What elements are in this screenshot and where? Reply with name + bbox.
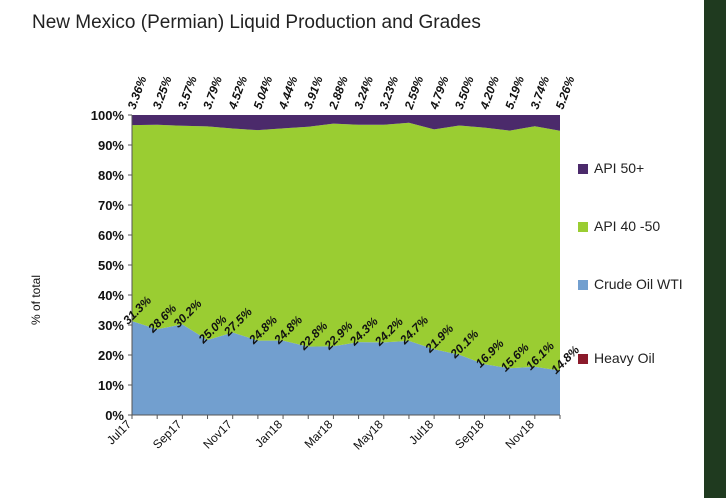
y-tick-label: 100% — [91, 108, 125, 123]
data-label-api50: 2.88% — [326, 74, 351, 112]
data-label-api50: 3.91% — [301, 74, 326, 111]
data-label-api50: 3.50% — [452, 74, 477, 111]
legend-swatch-crude-wti — [578, 280, 588, 290]
y-tick-label: 80% — [98, 168, 124, 183]
legend-item-api40-50: API 40 -50 — [578, 218, 689, 235]
data-label-api50: 3.23% — [376, 74, 401, 111]
legend-label-heavy-oil: Heavy Oil — [594, 350, 655, 366]
data-label-api50: 4.52% — [225, 74, 250, 112]
data-label-api50: 5.26% — [553, 74, 578, 111]
chart-canvas: 0%10%20%30%40%50%60%70%80%90%100% Jul17 S… — [29, 74, 582, 453]
area-crude-oil-wti — [132, 321, 560, 415]
area-api-50 — [132, 115, 560, 131]
area-api-40-50 — [132, 122, 560, 371]
legend-item-heavy-oil: Heavy Oil — [578, 350, 689, 367]
data-label-api50: 5.04% — [251, 74, 276, 111]
y-tick-label: 50% — [98, 258, 124, 273]
y-tick-label: 90% — [98, 138, 124, 153]
y-tick-label: 10% — [98, 378, 124, 393]
y-tick-label: 0% — [105, 408, 124, 423]
data-label-api50: 5.19% — [502, 74, 527, 111]
y-tick-label: 20% — [98, 348, 124, 363]
x-tick-label: Mar18 — [302, 417, 336, 451]
legend-label-crude-wti: Crude Oil WTI — [594, 276, 683, 292]
legend-swatch-heavy-oil — [578, 354, 588, 364]
x-tick-label: Nov17 — [200, 417, 235, 452]
x-tick-label: Jan18 — [252, 417, 285, 450]
y-tick-label: 70% — [98, 198, 124, 213]
legend-item-api50: API 50+ — [578, 160, 689, 177]
y-tick-label: 40% — [98, 288, 124, 303]
x-tick-label: May18 — [351, 417, 387, 453]
data-label-api50: 4.20% — [477, 74, 502, 112]
legend-swatch-api50 — [578, 164, 588, 174]
data-label-api50: 3.57% — [175, 74, 200, 111]
x-tick-label: Nov18 — [503, 417, 538, 452]
y-tick-label: 30% — [98, 318, 124, 333]
data-label-api50: 3.25% — [150, 74, 175, 111]
chart-title: New Mexico (Permian) Liquid Production a… — [32, 12, 481, 33]
x-axis: Jul17 Sep17 Nov17 Jan18 Mar18 May18 Jul18 Sep18… — [104, 414, 561, 453]
y-axis-label: % of total — [29, 275, 43, 325]
data-label-api50: 3.74% — [527, 74, 552, 111]
y-tick-label: 60% — [98, 228, 124, 243]
legend-swatch-api40-50 — [578, 222, 588, 232]
area-layer — [132, 115, 560, 415]
data-label-api50: 3.79% — [200, 74, 225, 111]
data-label-api50: 4.79% — [426, 74, 451, 112]
y-axis: 0% 10% 20% 30% 40% 50% 60% 70% 80% 90% 100% — [91, 108, 133, 423]
chart-frame: New Mexico (Permian) Liquid Production a… — [0, 0, 704, 498]
x-tick-label: Sep17 — [150, 417, 185, 452]
legend-item-crude-wti: Crude Oil WTI — [578, 276, 689, 293]
data-label-api50: 2.59% — [401, 74, 426, 112]
legend-label-api40-50: API 40 -50 — [594, 218, 661, 234]
data-label-api50: 3.24% — [351, 74, 376, 111]
data-label-api50: 3.36% — [125, 74, 150, 111]
legend-label-api50: API 50+ — [594, 160, 645, 176]
data-label-api50: 4.44% — [275, 74, 300, 112]
x-tick-label: Sep18 — [452, 417, 487, 452]
x-tick-label: Jul18 — [406, 417, 436, 447]
api50-data-labels: 3.36% 3.25% 3.57% 3.79% 4.52% 5.04% 4.44% 3.91%… — [125, 74, 578, 112]
